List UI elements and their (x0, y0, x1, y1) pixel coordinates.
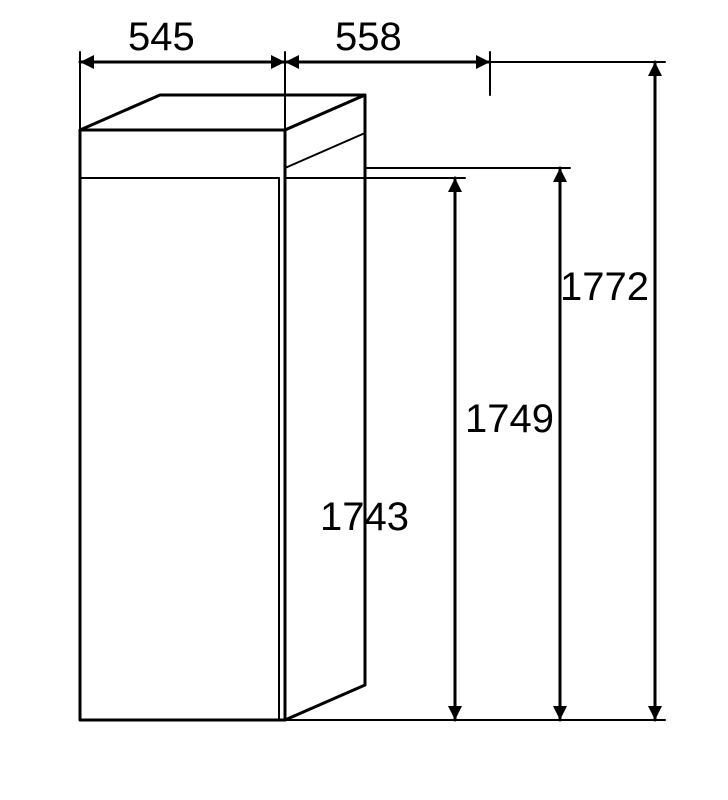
cabinet-body (80, 95, 365, 720)
label-height-mid: 1749 (465, 397, 554, 441)
label-height-outer: 1772 (560, 265, 649, 309)
label-depth: 545 (128, 15, 195, 59)
label-width: 558 (335, 15, 402, 59)
dimensional-drawing: 545 558 1772 1749 1743 (0, 0, 728, 800)
label-height-inner: 1743 (320, 495, 409, 539)
